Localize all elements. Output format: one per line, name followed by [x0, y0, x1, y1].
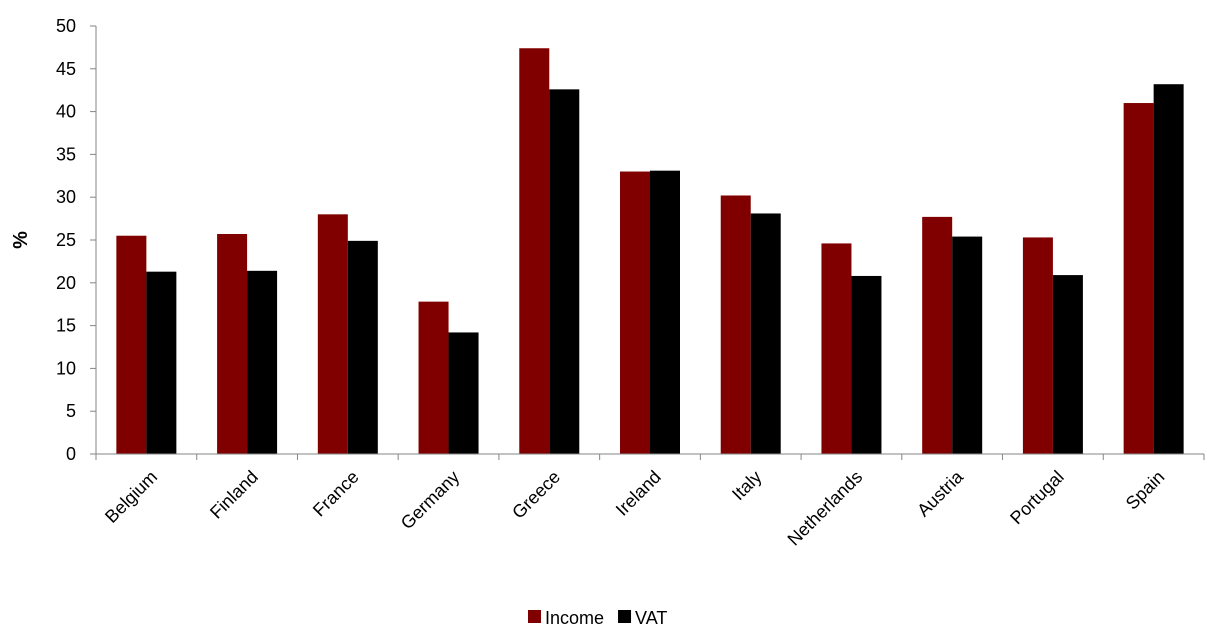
legend-swatch-vat	[618, 610, 632, 623]
bars	[116, 48, 1184, 455]
y-tick-label: 25	[56, 230, 76, 250]
bar-income-italy	[720, 195, 751, 454]
bar-income-germany	[418, 301, 449, 454]
x-tick-label: Belgium	[101, 467, 161, 527]
y-tick-label: 10	[56, 358, 76, 378]
x-tick-label: Spain	[1122, 467, 1169, 514]
x-tick-label: Italy	[728, 467, 765, 504]
x-tick-label: Germany	[397, 467, 463, 533]
legend-label-income: Income	[545, 608, 604, 628]
bar-vat-greece	[549, 89, 580, 455]
legend-label-vat: VAT	[635, 608, 667, 628]
bar-income-france	[317, 214, 348, 454]
bar-income-belgium	[116, 235, 147, 454]
y-tick-label: 20	[56, 273, 76, 293]
bar-income-austria	[922, 216, 953, 454]
x-tick-label: Austria	[913, 466, 967, 520]
bar-vat-belgium	[146, 271, 177, 454]
axes	[95, 26, 1204, 455]
legend: Income VAT	[528, 608, 667, 628]
bar-vat-portugal	[1052, 275, 1083, 454]
y-tick-label: 45	[56, 59, 76, 79]
bar-vat-netherlands	[851, 275, 882, 454]
x-tick-label: Ireland	[612, 467, 665, 520]
y-axis-label: %	[10, 231, 32, 249]
bar-vat-ireland	[650, 170, 680, 454]
x-tick-label: Portugal	[1006, 467, 1068, 529]
y-axis-ticks: 0 5 10 15 20 25 30 35 40 45 50	[56, 16, 96, 464]
bar-vat-austria	[952, 236, 983, 454]
legend-swatch-income	[528, 610, 541, 623]
bar-vat-italy	[750, 213, 781, 454]
x-axis-ticks: Belgium Finland France Germany Greece Ireland…	[95, 454, 1205, 550]
bar-income-netherlands	[821, 243, 852, 454]
y-tick-label: 0	[66, 444, 76, 464]
bar-vat-france	[347, 240, 378, 454]
y-tick-label: 50	[56, 16, 76, 36]
bar-income-finland	[217, 234, 248, 454]
y-tick-label: 35	[56, 144, 76, 164]
y-tick-label: 40	[56, 102, 76, 122]
bar-vat-spain	[1153, 84, 1184, 454]
bar-income-spain	[1123, 103, 1154, 454]
bar-income-greece	[519, 48, 550, 454]
bar-income-ireland	[620, 171, 650, 454]
bar-vat-finland	[247, 270, 278, 454]
bar-vat-germany	[448, 332, 479, 454]
bar-income-portugal	[1022, 237, 1053, 454]
y-tick-label: 15	[56, 316, 76, 336]
y-tick-label: 5	[66, 401, 76, 421]
x-tick-label: Netherlands	[784, 467, 867, 550]
x-tick-label: Finland	[206, 467, 262, 523]
y-tick-label: 30	[56, 187, 76, 207]
x-tick-label: France	[309, 467, 363, 521]
x-tick-label: Greece	[508, 467, 564, 523]
